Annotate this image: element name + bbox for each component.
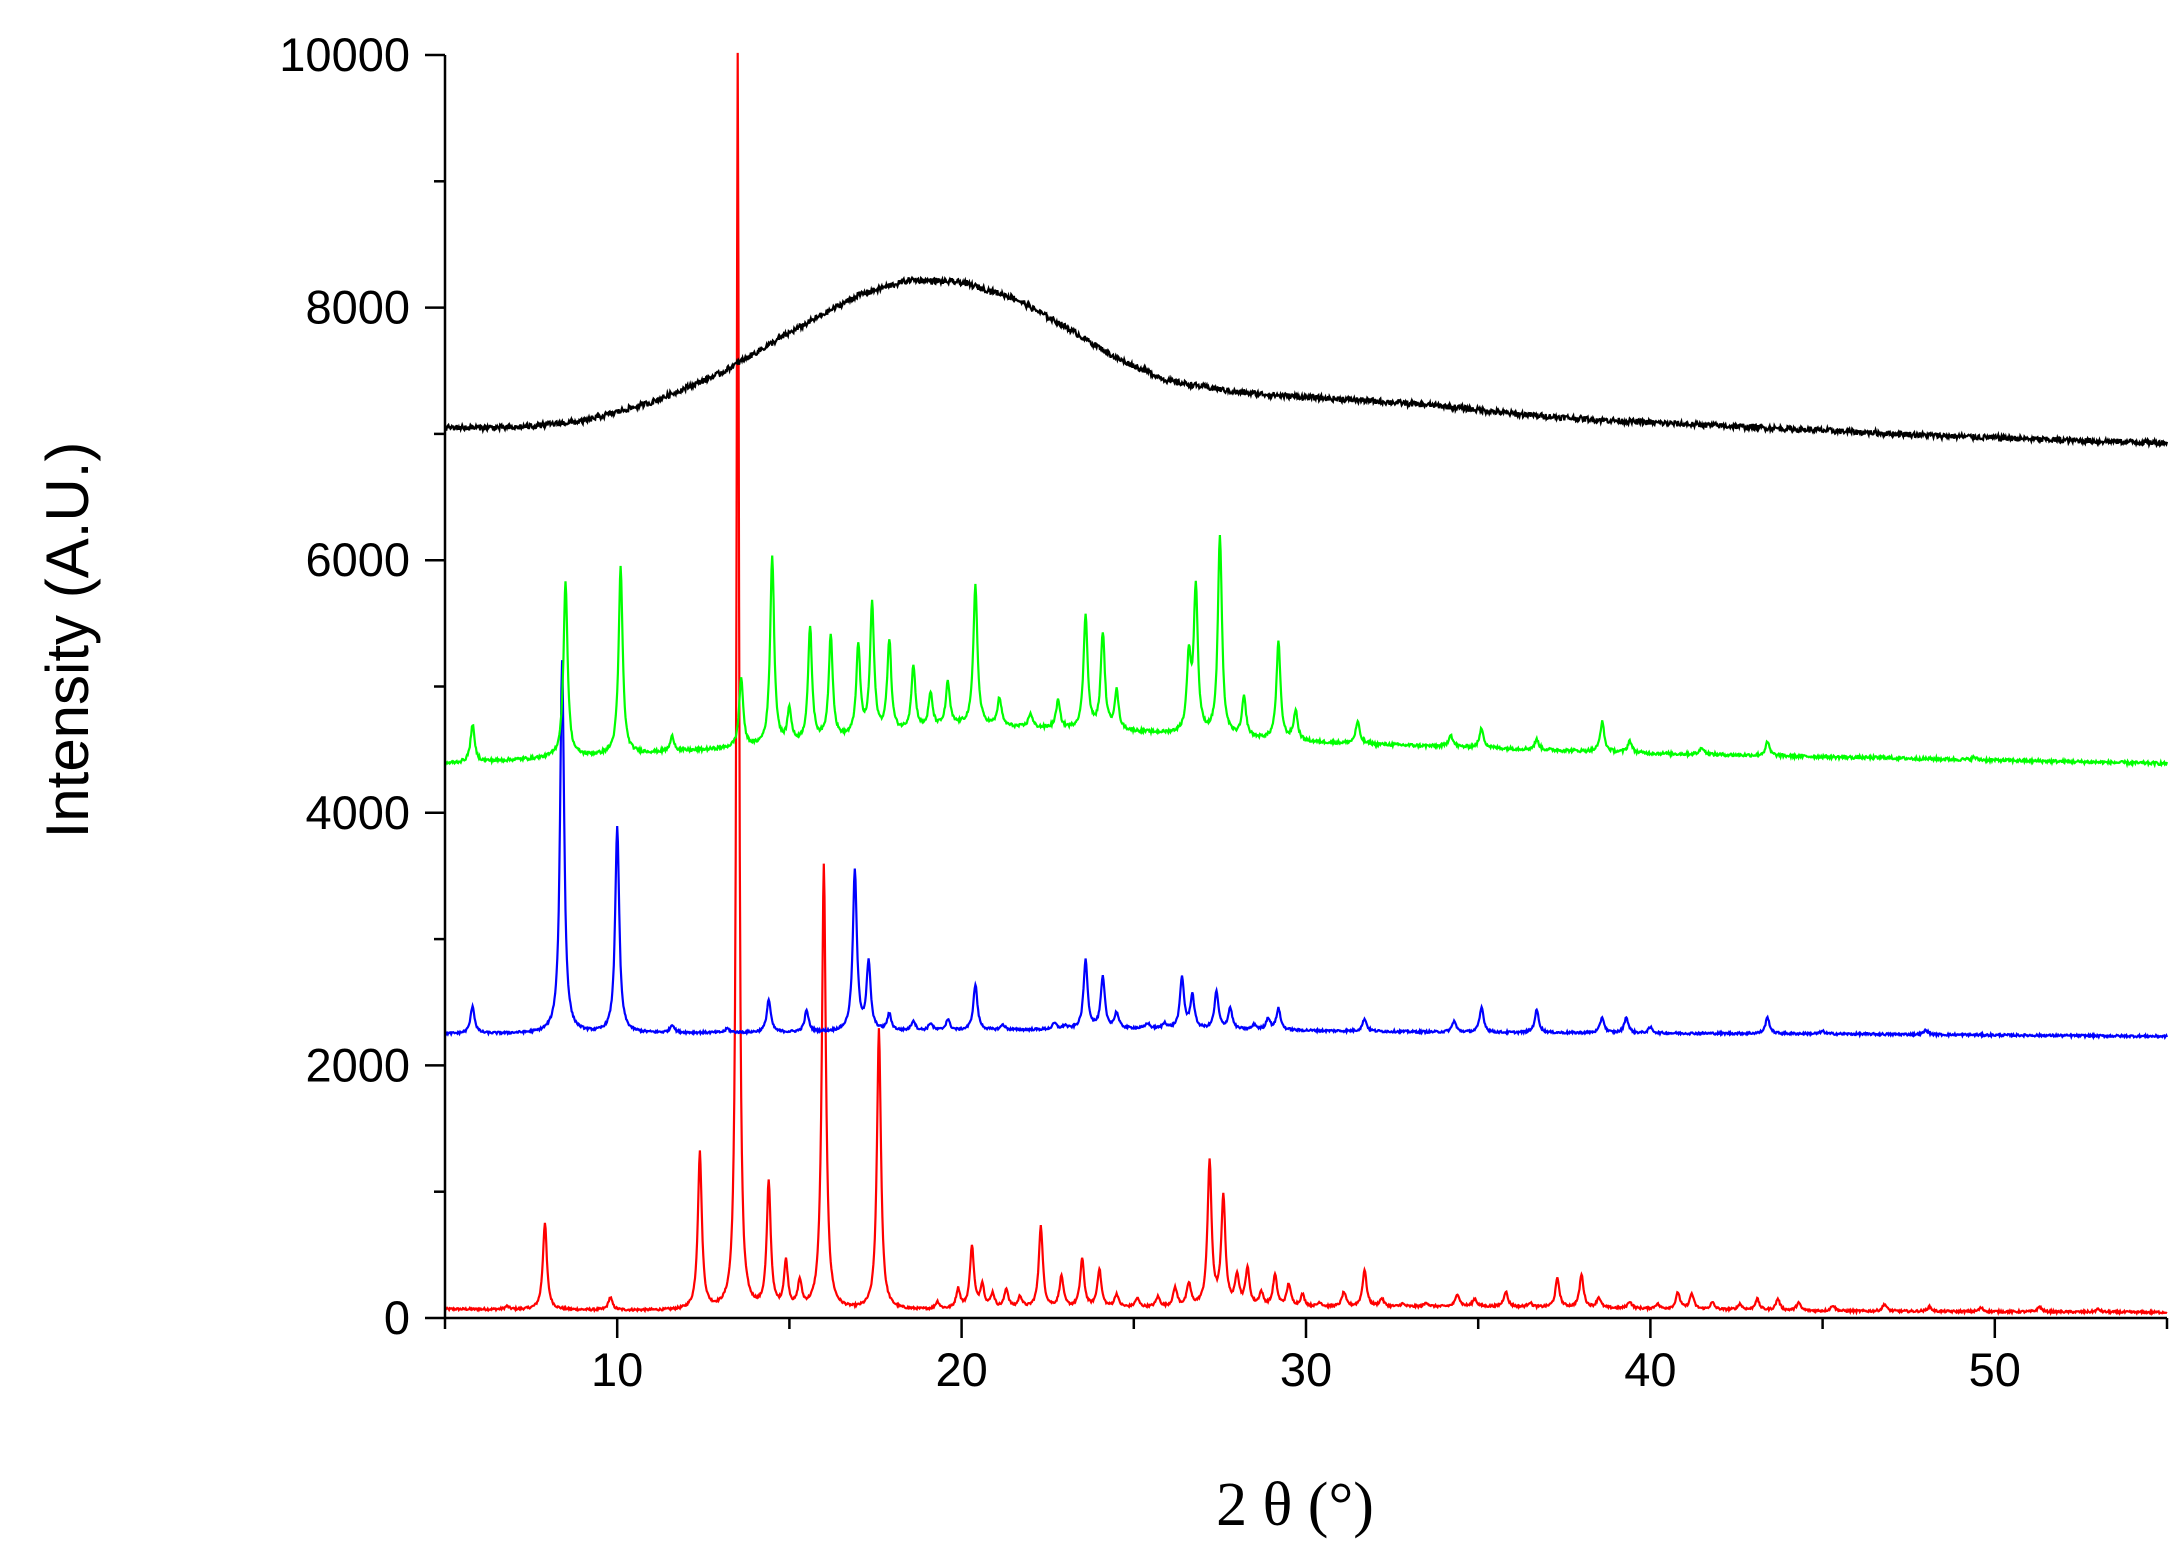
series-line-1 xyxy=(444,52,2168,1317)
y-tick-label: 10000 xyxy=(279,28,410,81)
x-tick-label: 10 xyxy=(591,1343,643,1396)
y-tick-label: 6000 xyxy=(305,533,410,586)
y-tick-label: 8000 xyxy=(305,281,410,334)
x-axis-title: 2 θ (°) xyxy=(1216,1471,1374,1539)
series-line-3 xyxy=(443,534,2169,769)
plot-lines xyxy=(443,52,2169,1317)
x-tick-label: 20 xyxy=(935,1343,987,1396)
series-line-2 xyxy=(444,660,2169,1041)
x-tick-label: 30 xyxy=(1280,1343,1332,1396)
y-axis-title: Intensity (A.U.) xyxy=(34,442,101,839)
axes: 0 2000 4000 6000 8000 10000 10 20 30 40 50 xyxy=(279,28,2169,1396)
y-tick-label: 0 xyxy=(384,1291,410,1344)
y-tick-label: 2000 xyxy=(305,1038,410,1091)
x-tick-label: 50 xyxy=(1969,1343,2021,1396)
x-tick-label: 40 xyxy=(1624,1343,1676,1396)
series-line-4 xyxy=(444,275,2169,449)
y-tick-label: 4000 xyxy=(305,786,410,839)
